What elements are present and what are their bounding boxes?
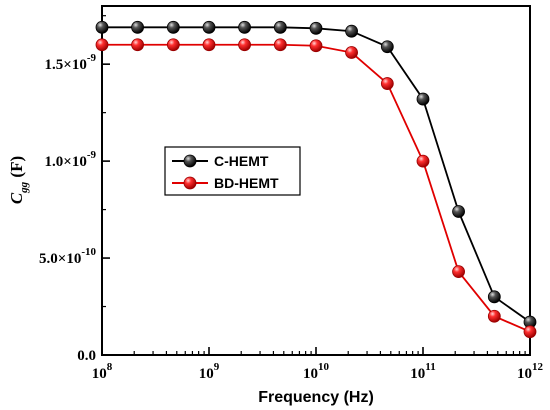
x-axis-title: Frequency (Hz) bbox=[258, 389, 374, 406]
y-axis-title-sub: gg bbox=[18, 181, 30, 194]
x-tick-label: 1011 bbox=[410, 361, 435, 382]
data-point bbox=[523, 325, 537, 339]
y-axis-title-main: C bbox=[7, 192, 26, 204]
data-point bbox=[416, 92, 430, 106]
data-point bbox=[166, 38, 180, 52]
x-tick-exp: 11 bbox=[425, 361, 435, 373]
legend-marker-bd-hemt bbox=[183, 176, 197, 190]
series-layer bbox=[95, 20, 537, 339]
data-point bbox=[309, 21, 323, 35]
data-point bbox=[273, 38, 287, 52]
data-point bbox=[95, 20, 109, 34]
x-tick-base: 10 bbox=[303, 366, 318, 382]
legend-label-c-hemt: C-HEMT bbox=[214, 153, 269, 169]
legend-marker-c-hemt bbox=[183, 154, 197, 168]
x-tick-exp: 12 bbox=[532, 361, 544, 373]
x-tick-base: 10 bbox=[92, 366, 107, 382]
data-point bbox=[380, 77, 394, 90]
x-tick-exp: 10 bbox=[318, 361, 330, 373]
data-point bbox=[345, 46, 358, 59]
data-point bbox=[166, 20, 180, 34]
data-point bbox=[487, 290, 501, 304]
data-point bbox=[309, 39, 323, 53]
x-tick-exp: 9 bbox=[214, 361, 220, 373]
x-tick-label: 1012 bbox=[517, 361, 544, 382]
legend: C-HEMT BD-HEMT bbox=[164, 146, 301, 196]
data-point bbox=[238, 38, 251, 52]
y-tick-mantissa: 1.5×10 bbox=[45, 57, 87, 73]
y-axis: 0.05.0×10-101.0×10-91.5×10-9 bbox=[39, 15, 110, 364]
x-tick-label: 108 bbox=[92, 361, 113, 382]
data-point bbox=[273, 20, 287, 34]
data-point bbox=[131, 38, 144, 52]
x-tick-base: 10 bbox=[199, 366, 214, 382]
y-tick-label: 1.0×10-9 bbox=[45, 149, 97, 170]
y-tick-mantissa: 1.0×10 bbox=[45, 154, 87, 170]
series-c-hemt bbox=[95, 20, 537, 329]
y-tick-exp: -9 bbox=[87, 52, 97, 64]
data-point bbox=[238, 20, 251, 34]
data-point bbox=[487, 309, 501, 323]
x-tick-label: 1010 bbox=[303, 361, 330, 382]
y-tick-exp: -10 bbox=[81, 246, 96, 258]
x-axis: 108 109 1010 1011 1012 bbox=[92, 347, 544, 382]
data-point bbox=[202, 38, 216, 52]
y-tick-label: 1.5×10-9 bbox=[45, 52, 97, 73]
y-tick-label: 0.0 bbox=[77, 348, 96, 364]
y-tick-label: 5.0×10-10 bbox=[39, 246, 96, 267]
y-tick-mantissa: 5.0×10 bbox=[39, 251, 81, 267]
x-tick-label: 109 bbox=[199, 361, 220, 382]
y-axis-title: Cgg (F) bbox=[7, 156, 30, 204]
series-bd-hemt bbox=[95, 38, 537, 339]
x-tick-base: 10 bbox=[410, 366, 425, 382]
data-point bbox=[380, 40, 394, 54]
data-point bbox=[131, 20, 144, 34]
data-point bbox=[416, 154, 430, 168]
data-point bbox=[202, 20, 216, 34]
y-axis-title-unit: (F) bbox=[7, 156, 26, 182]
data-point bbox=[452, 205, 465, 218]
x-tick-exp: 8 bbox=[107, 361, 113, 373]
data-point bbox=[95, 38, 109, 52]
data-point bbox=[345, 24, 358, 38]
legend-label-bd-hemt: BD-HEMT bbox=[214, 175, 279, 191]
data-point bbox=[452, 265, 465, 279]
x-tick-base: 10 bbox=[517, 366, 532, 382]
y-tick-exp: -9 bbox=[87, 149, 97, 161]
